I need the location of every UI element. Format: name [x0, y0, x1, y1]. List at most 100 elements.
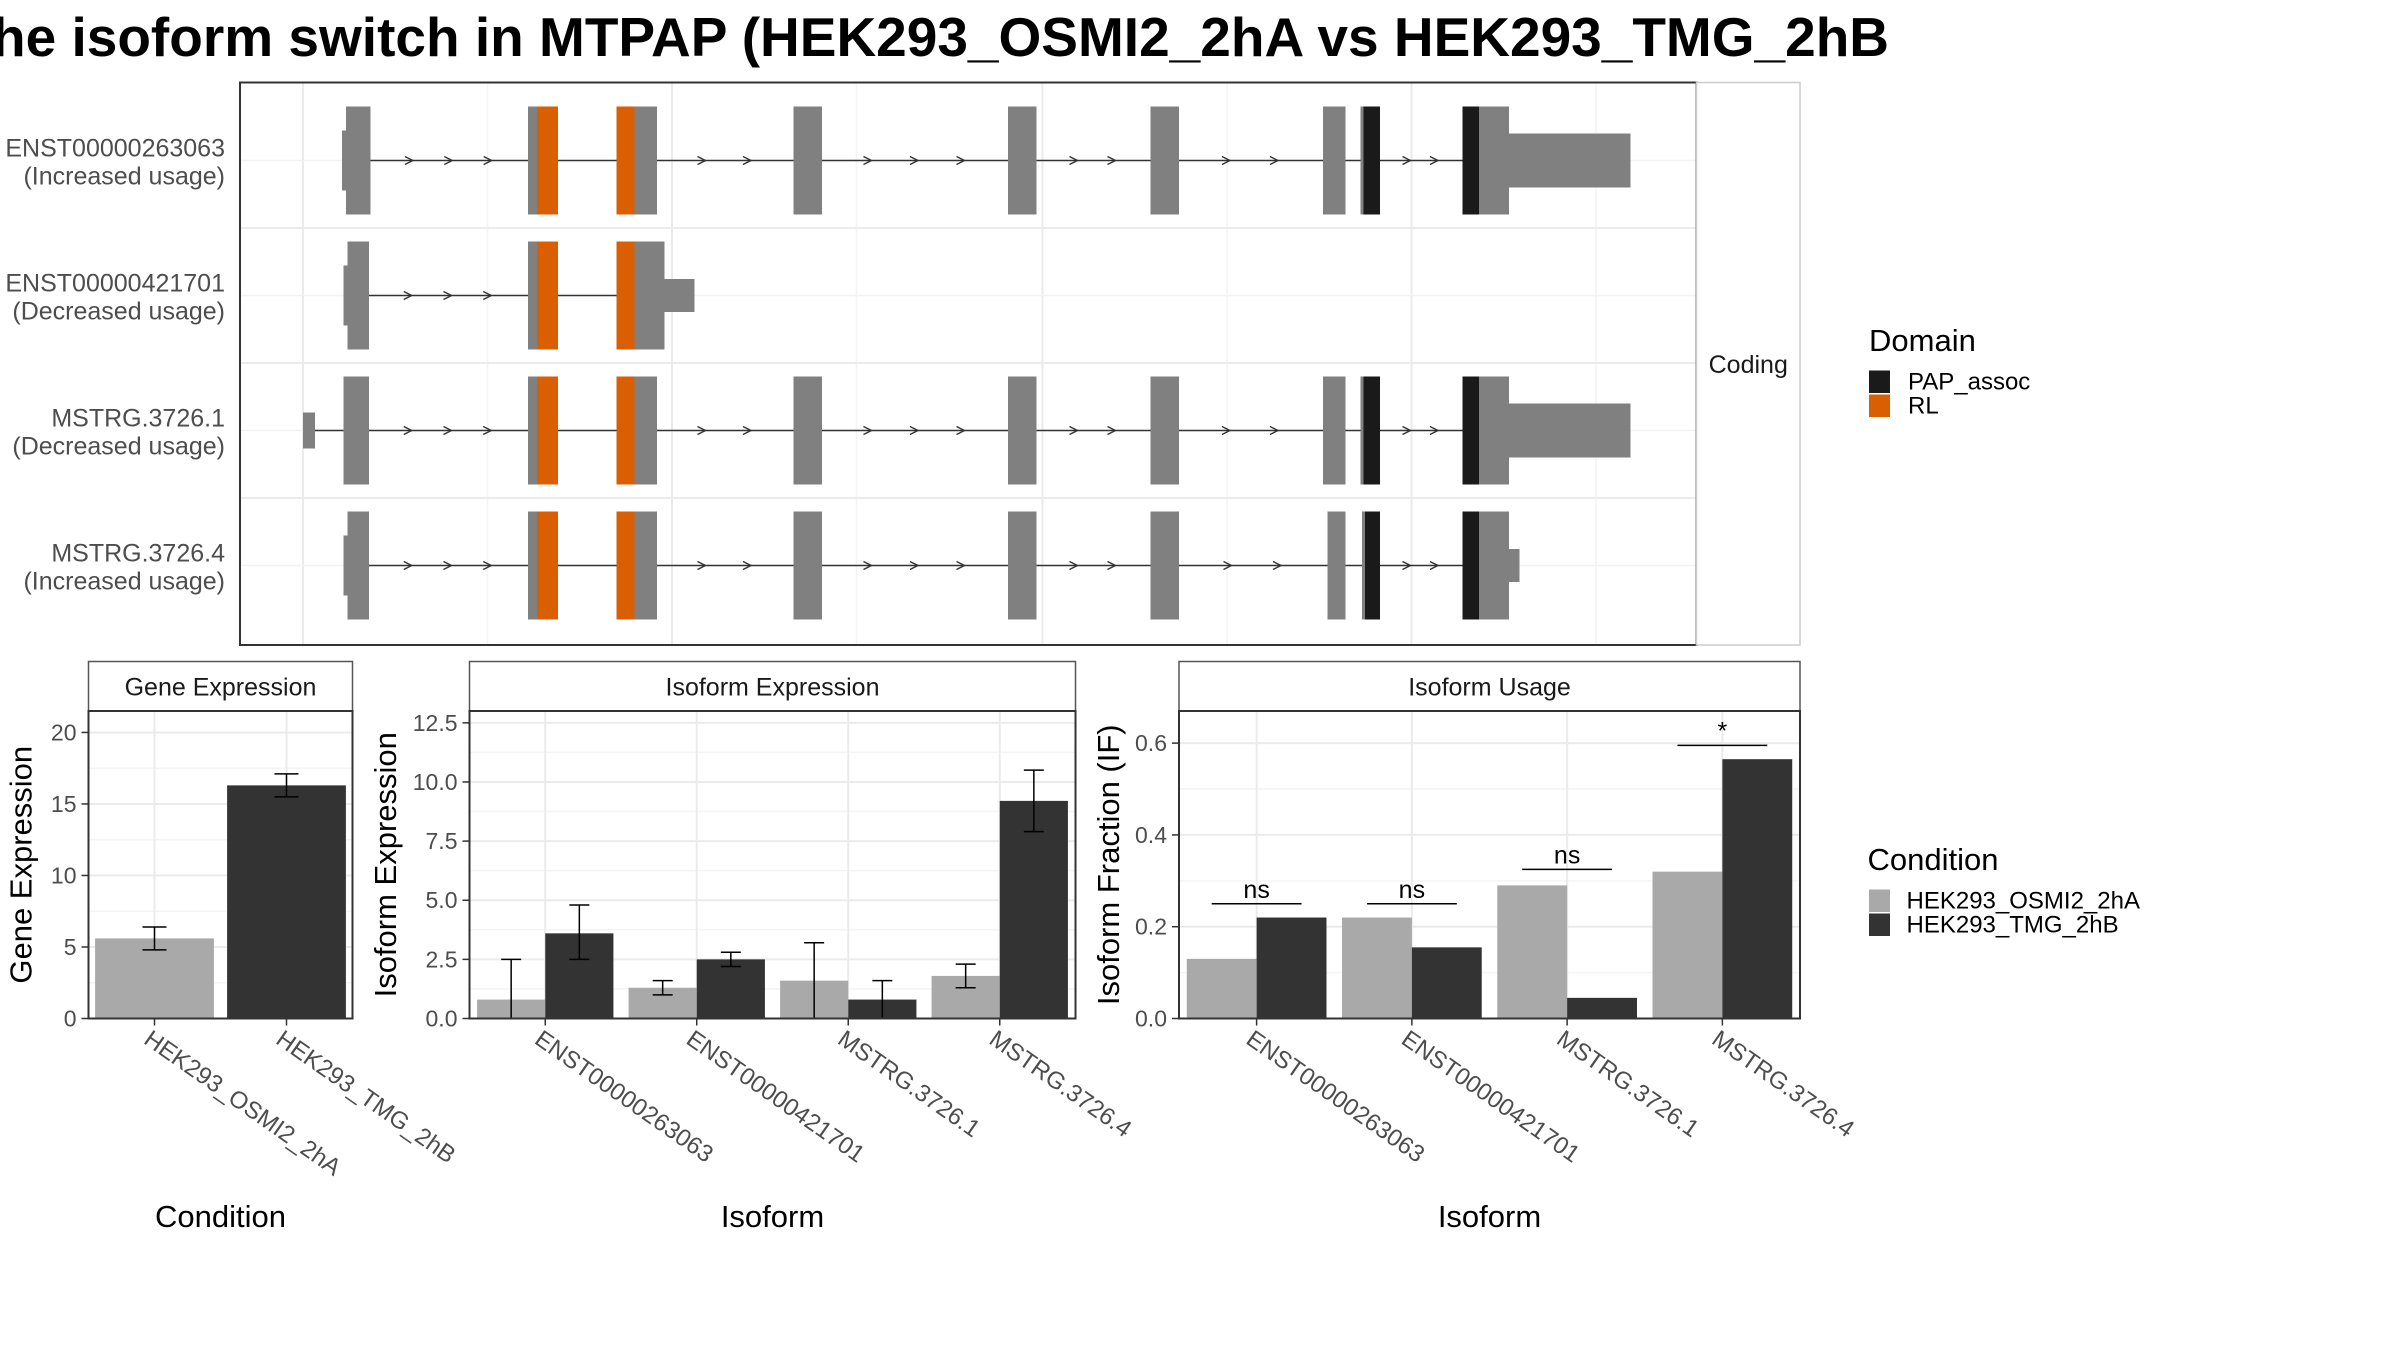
exon [793, 376, 822, 485]
bar-tmg [1567, 997, 1637, 1019]
y-tick-label: 0.0 [426, 1006, 458, 1032]
intron-arrow [443, 425, 454, 436]
domain-legend-swatch [1869, 370, 1890, 393]
condition-legend-swatch [1869, 913, 1890, 936]
intron-arrow [482, 425, 493, 436]
intron-arrow [403, 425, 414, 436]
bar-tmg [999, 800, 1068, 1019]
svg-text:*: * [1718, 717, 1728, 745]
condition-legend-label: HEK293_TMG_2hB [1907, 912, 2119, 939]
chart-panel-border [468, 710, 1077, 1020]
domain-rl [537, 376, 558, 485]
x-tick-label: MSTRG.3726.1 [833, 1025, 985, 1143]
intron-arrow [956, 425, 967, 436]
x-tick-label: MSTRG.3726.4 [1707, 1025, 1859, 1143]
intron-arrow [742, 155, 753, 166]
exon [1008, 511, 1037, 620]
domain-pap-assoc [1363, 376, 1380, 485]
y-tick-label: 10.0 [413, 769, 458, 795]
exon [1150, 106, 1179, 215]
domain-rl [537, 511, 558, 620]
intron-arrow [482, 560, 493, 571]
y-axis-title: Isoform Fraction (IF) [1091, 724, 1126, 1005]
intron-arrow [909, 155, 920, 166]
intron-arrow [1221, 425, 1232, 436]
chart-strip [468, 660, 1077, 712]
significance-marker: ns [1211, 876, 1302, 905]
intron-arrow [956, 155, 967, 166]
intron-arrow [443, 560, 454, 571]
error-bar [1023, 769, 1044, 833]
exon [1323, 106, 1346, 215]
error-bar [142, 926, 167, 951]
condition-legend-swatch [1869, 889, 1890, 912]
y-tick-label: 5 [64, 934, 77, 960]
domain-pap-assoc [1363, 106, 1380, 215]
y-tick-label: 0.4 [1135, 822, 1167, 848]
x-tick-label: MSTRG.3726.1 [1552, 1025, 1704, 1143]
domain-legend-label: PAP_assoc [1908, 369, 2030, 396]
bar-tmg [1722, 759, 1793, 1019]
exon [347, 511, 369, 620]
bar-osmi2 [1186, 958, 1257, 1019]
intron-arrow [403, 560, 414, 571]
domain-legend-title: Domain [1869, 323, 1976, 358]
transcript-id-label: ENST00000421701 [5, 270, 225, 298]
bar-osmi2 [1497, 885, 1568, 1019]
chart-title: Isoform Usage [1408, 673, 1571, 701]
domain-rl [616, 376, 635, 485]
intron-arrow [404, 155, 415, 166]
condition-legend-label: HEK293_OSMI2_2hA [1907, 888, 2140, 915]
exon [1008, 106, 1037, 215]
error-bar [569, 904, 590, 961]
chart-panel-border [87, 710, 354, 1020]
exon [1327, 511, 1346, 620]
domain-pap-assoc [1462, 376, 1479, 485]
y-tick-label: 0.6 [1135, 730, 1167, 756]
intron-arrow [1221, 155, 1232, 166]
transcript-usage-label: (Increased usage) [23, 568, 225, 596]
intron-arrow [1107, 425, 1118, 436]
bar-tmg [1256, 917, 1327, 1019]
intron-arrow [863, 560, 874, 571]
condition-legend-title: Condition [1868, 842, 1999, 877]
facet-strip [1695, 81, 1801, 646]
domain-rl [537, 106, 558, 215]
error-bar [720, 951, 741, 968]
x-axis-title: Condition [155, 1199, 286, 1234]
intron-arrow [742, 560, 753, 571]
transcript-structure-panel: ENST00000263063(Increased usage)ENST0000… [5, 81, 1801, 646]
utr-stub [343, 535, 350, 596]
error-bar [274, 773, 299, 798]
exon [1008, 376, 1037, 485]
isoform-expression-chart: Isoform Expression0.02.55.07.510.012.5EN… [368, 660, 1136, 1234]
domain-rl [537, 241, 558, 350]
domain-rl [616, 241, 635, 350]
error-bar [652, 979, 673, 996]
utr-region [664, 279, 695, 312]
intron-arrow [482, 290, 493, 301]
significance-marker: ns [1366, 876, 1457, 905]
y-tick-label: 15 [51, 791, 77, 817]
transcript-usage-label: (Decreased usage) [12, 433, 225, 461]
domain-legend-label: RL [1908, 393, 1939, 420]
domain-pap-assoc [1462, 106, 1479, 215]
y-tick-label: 12.5 [413, 710, 458, 736]
transcript-id-label: ENST00000263063 [5, 135, 225, 163]
intron-arrow [697, 425, 708, 436]
domain-rl [616, 106, 635, 215]
bar-tmg [1411, 947, 1482, 1019]
transcript-usage-label: (Increased usage) [23, 163, 225, 191]
y-axis-title: Isoform Expression [368, 732, 403, 997]
transcript-id-label: MSTRG.3726.1 [51, 405, 225, 433]
intron-arrow [863, 155, 874, 166]
utr-region [1509, 133, 1631, 188]
x-tick-label: MSTRG.3726.4 [984, 1025, 1136, 1143]
domain-rl [616, 511, 635, 620]
chart-title: Isoform Expression [666, 673, 880, 701]
significance-marker: ns [1522, 841, 1613, 871]
